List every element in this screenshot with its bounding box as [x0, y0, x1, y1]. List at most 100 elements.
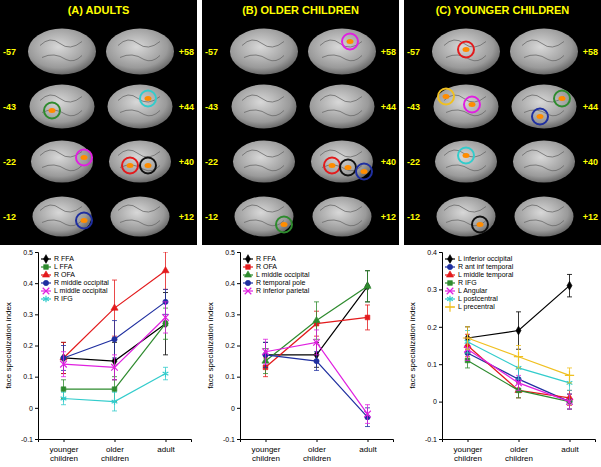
- legend-label: R temporal pole: [256, 279, 306, 287]
- data-point: [112, 337, 117, 342]
- x-tick-label-line: younger: [252, 445, 281, 454]
- x-tick: youngerchildren: [50, 439, 79, 463]
- x-tick-label-line: older: [510, 445, 528, 454]
- brain-sulcus: [320, 95, 362, 116]
- slice-label: -12: [3, 212, 16, 222]
- slice-label: -57: [407, 47, 420, 57]
- x-tick-mark: [266, 439, 267, 442]
- x-tick-label: olderchildren: [505, 445, 533, 463]
- legend-item: R OFA: [41, 271, 75, 278]
- x-tick-mark: [64, 439, 65, 442]
- data-point: [515, 380, 522, 387]
- series: [61, 367, 169, 411]
- roi-circle: [554, 91, 570, 107]
- data-point: [514, 352, 523, 361]
- legend-symbol: [43, 288, 50, 295]
- y-tick-label: 0.5: [23, 249, 33, 256]
- y-tick-mark: [439, 439, 442, 440]
- y-tick-label: 0.4: [225, 280, 235, 287]
- legend-label: R IFG: [54, 295, 73, 302]
- x-tick-label-line: children: [505, 454, 533, 463]
- x-tick-label-line: children: [101, 454, 129, 463]
- y-tick: -0.1: [223, 436, 240, 443]
- x-tick-mark: [468, 439, 469, 442]
- brain-slice: [230, 29, 298, 75]
- x-tick-label: olderchildren: [303, 445, 331, 463]
- legend-item: L FFA: [41, 263, 73, 270]
- x-tick-label: adult: [561, 445, 579, 454]
- brain-slice: [111, 197, 170, 237]
- legend-label: L postcentral: [458, 295, 498, 303]
- y-tick-mark: [237, 283, 240, 284]
- brain-slice: [313, 197, 372, 237]
- x-tick-label: adult: [157, 445, 175, 454]
- image-background: [202, 0, 399, 245]
- legend-item: L middle occipital: [41, 287, 108, 295]
- legend-label: L precentral: [458, 303, 495, 311]
- data-point: [111, 304, 118, 310]
- roi-circle: [438, 89, 454, 105]
- activation-blob: [81, 155, 88, 160]
- legend-symbol: [43, 255, 48, 264]
- x-tick-label: youngerchildren: [252, 445, 281, 463]
- slice-label: +40: [583, 157, 598, 167]
- legend-item: R FFA: [243, 255, 276, 264]
- roi-circle: [122, 158, 138, 174]
- brain-slice: [235, 197, 294, 237]
- series: [464, 334, 573, 405]
- legend-label: L inferior occipital: [458, 255, 513, 263]
- x-tick-mark: [570, 439, 571, 442]
- roi-circle: [464, 97, 480, 113]
- figure: -57+58-43+44-22+40-12+12(A) ADULTS-0.100…: [0, 0, 601, 467]
- y-tick-mark: [237, 252, 240, 253]
- brain-slice: [510, 29, 578, 75]
- y-tick-mark: [237, 439, 240, 440]
- brain-slice: [311, 141, 373, 183]
- legend-symbol: [44, 265, 49, 270]
- brain-slice: [106, 29, 174, 75]
- brain-images: -57+58-43+44-22+40-12+12(B) OLDER CHILDR…: [202, 0, 399, 245]
- x-tick-mark: [115, 439, 116, 442]
- data-point: [313, 316, 320, 322]
- legend-symbol: [43, 280, 48, 285]
- x-tick-label: adult: [359, 445, 377, 454]
- legend-label: L FFA: [54, 263, 73, 270]
- slice-label: -43: [407, 102, 420, 112]
- x-tick: youngerchildren: [252, 439, 281, 463]
- activation-blob: [537, 114, 544, 119]
- x-axis-line: [443, 440, 596, 443]
- brain-slice: [435, 141, 497, 183]
- brain-slice: [513, 141, 575, 183]
- y-tick-mark: [35, 252, 38, 253]
- brain-slice: [512, 85, 577, 129]
- brain-sulcus: [40, 40, 82, 61]
- activation-blob: [127, 163, 134, 168]
- brain-sulcus: [522, 205, 564, 226]
- roi-circle: [356, 164, 372, 180]
- y-axis-title: face specialization index: [408, 302, 417, 389]
- x-tick: olderchildren: [303, 439, 331, 463]
- y-tick-mark: [439, 402, 442, 403]
- brain-sulcus: [320, 40, 362, 61]
- x-tick: olderchildren: [101, 439, 129, 463]
- y-tick-label: 0: [433, 398, 437, 405]
- roi-circle: [458, 42, 474, 58]
- legend-symbol: [445, 302, 454, 311]
- slice-label: +12: [583, 212, 598, 222]
- brain-sulcus: [242, 40, 284, 61]
- x-tick-label-line: children: [252, 454, 280, 463]
- panel-title: (B) OLDER CHILDREN: [242, 4, 359, 16]
- slice-label: -57: [205, 47, 218, 57]
- legend-symbol: [447, 296, 453, 303]
- error-bar: [61, 392, 66, 404]
- activation-blob: [329, 163, 336, 168]
- legend-symbol: [447, 255, 452, 264]
- data-point: [162, 267, 169, 273]
- roi-circle: [324, 158, 340, 174]
- roi-circle: [472, 217, 488, 233]
- activation-blob: [443, 94, 450, 99]
- legend-symbol: [245, 255, 250, 264]
- data-point: [61, 395, 67, 402]
- y-tick-label: -0.1: [223, 436, 235, 443]
- x-tick: youngerchildren: [454, 439, 483, 463]
